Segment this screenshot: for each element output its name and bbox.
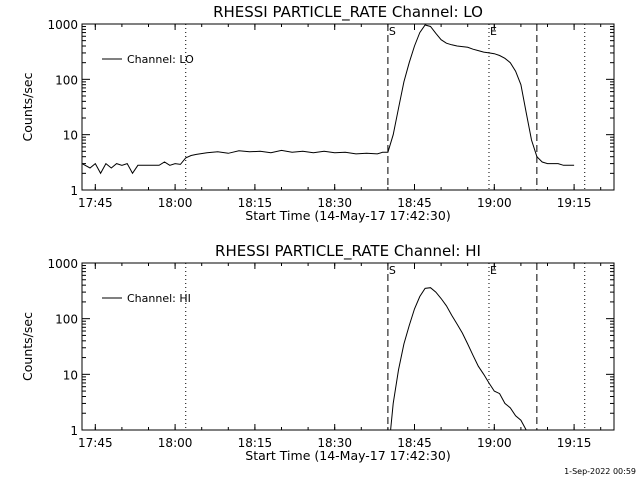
y-tick-label: 10 — [63, 368, 78, 382]
chart-title: RHESSI PARTICLE_RATE Channel: LO — [213, 3, 483, 22]
legend-label: Channel: LO — [127, 53, 194, 66]
y-tick-label: 1 — [70, 424, 78, 438]
y-tick-label: 1 — [70, 184, 78, 198]
chart-title: RHESSI PARTICLE_RATE Channel: HI — [215, 242, 481, 261]
y-tick-label: 100 — [55, 73, 78, 87]
x-tick-label: 18:15 — [238, 436, 273, 450]
series-line — [81, 24, 575, 175]
series-line — [390, 287, 527, 431]
x-tick-label: 18:45 — [397, 196, 432, 210]
x-axis-label: Start Time (14-May-17 17:42:30) — [245, 208, 450, 223]
y-axis-label: Counts/sec — [20, 72, 35, 141]
x-tick-label: 18:00 — [158, 436, 193, 450]
legend-label: Channel: HI — [127, 292, 191, 305]
hi-channel-panel: RHESSI PARTICLE_RATE Channel: HI 17:45 18:… — [20, 242, 615, 463]
x-tick-label: 18:30 — [317, 196, 352, 210]
x-tick-label: 19:00 — [477, 196, 512, 210]
plot-frame — [81, 262, 615, 431]
plot-frame — [81, 23, 615, 191]
x-tick-label: 18:00 — [158, 196, 193, 210]
x-tick-label: 19:00 — [477, 436, 512, 450]
x-tick-label: 18:45 — [397, 436, 432, 450]
marker-label: S — [389, 25, 396, 38]
x-axis-label: Start Time (14-May-17 17:42:30) — [245, 448, 450, 463]
x-tick-label: 19:15 — [557, 196, 592, 210]
marker-label: E — [490, 264, 497, 277]
x-tick-label: 17:45 — [78, 196, 113, 210]
y-tick-label: 1000 — [47, 18, 78, 32]
y-axis-label: Counts/sec — [20, 312, 35, 381]
marker-label: S — [389, 264, 396, 277]
y-tick-label: 1000 — [47, 257, 78, 271]
x-tick-label: 18:15 — [238, 196, 273, 210]
x-tick-label: 19:15 — [557, 436, 592, 450]
y-tick-label: 100 — [55, 313, 78, 327]
footer-timestamp: 1-Sep-2022 00:59 — [564, 467, 636, 476]
marker-label: E — [490, 25, 497, 38]
lo-channel-panel: RHESSI PARTICLE_RATE Channel: LO 17:45 18:… — [20, 3, 615, 223]
y-tick-label: 10 — [63, 129, 78, 143]
x-tick-label: 17:45 — [78, 436, 113, 450]
x-tick-label: 18:30 — [317, 436, 352, 450]
